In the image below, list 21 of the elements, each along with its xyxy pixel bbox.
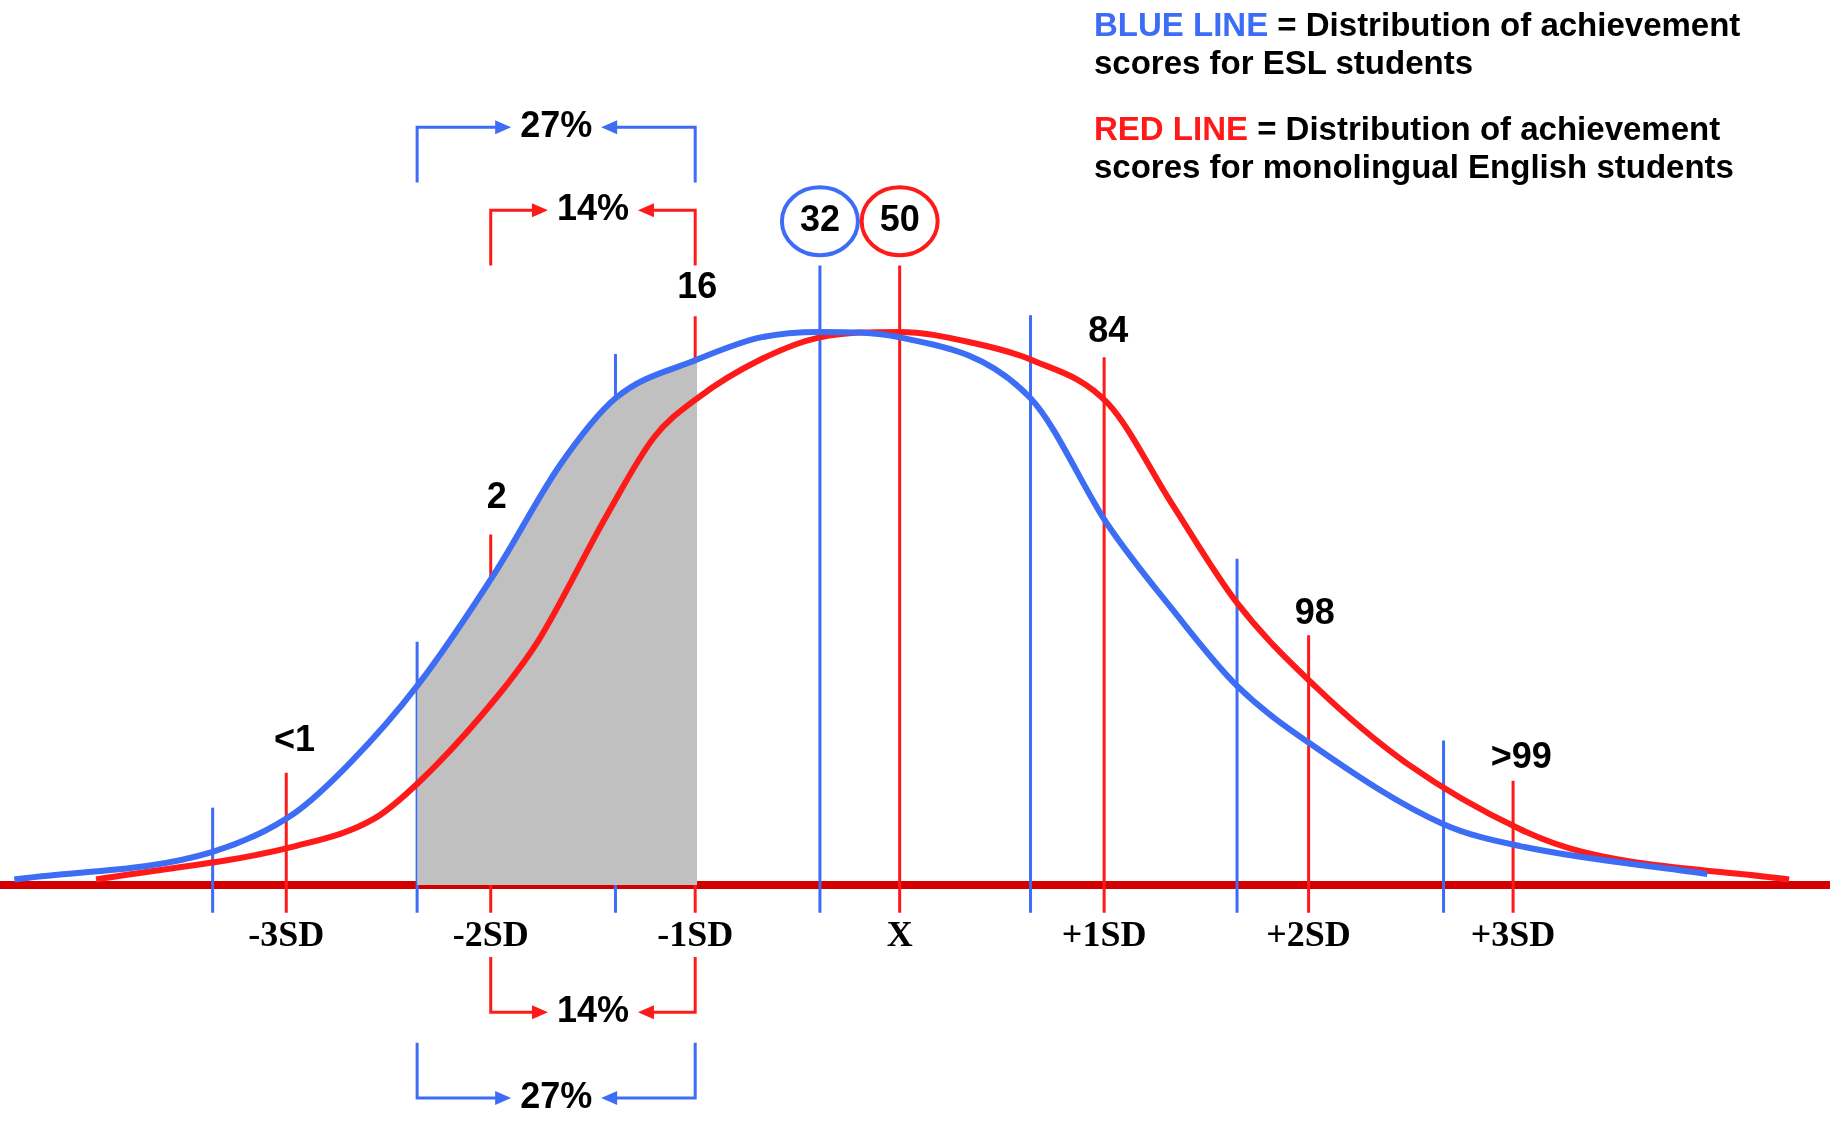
annotation: 50 (879, 198, 920, 240)
annotation: 84 (1088, 308, 1129, 350)
text: 14% (556, 187, 629, 229)
x-tick-label: +1SD (1061, 913, 1147, 954)
text: BLUE LINE (1094, 6, 1269, 43)
annotation: 2 (486, 474, 507, 516)
text: 27% (520, 104, 593, 146)
text: 14% (556, 989, 629, 1031)
x-tick-label: +3SD (1470, 913, 1556, 954)
annotation: >99 (1490, 734, 1552, 776)
x-tick-label: -3SD (248, 913, 325, 954)
text: 27% (520, 1074, 593, 1116)
annotation: <1 (273, 718, 315, 760)
annotation: 16 (677, 264, 718, 306)
annotation: 98 (1294, 590, 1335, 632)
annotation: 32 (799, 198, 840, 240)
x-tick-label: -2SD (452, 913, 529, 954)
x-tick-label: +2SD (1266, 913, 1351, 954)
x-tick-label: X (886, 913, 913, 954)
x-tick-label: -1SD (657, 913, 734, 954)
text: RED LINE (1094, 110, 1249, 147)
